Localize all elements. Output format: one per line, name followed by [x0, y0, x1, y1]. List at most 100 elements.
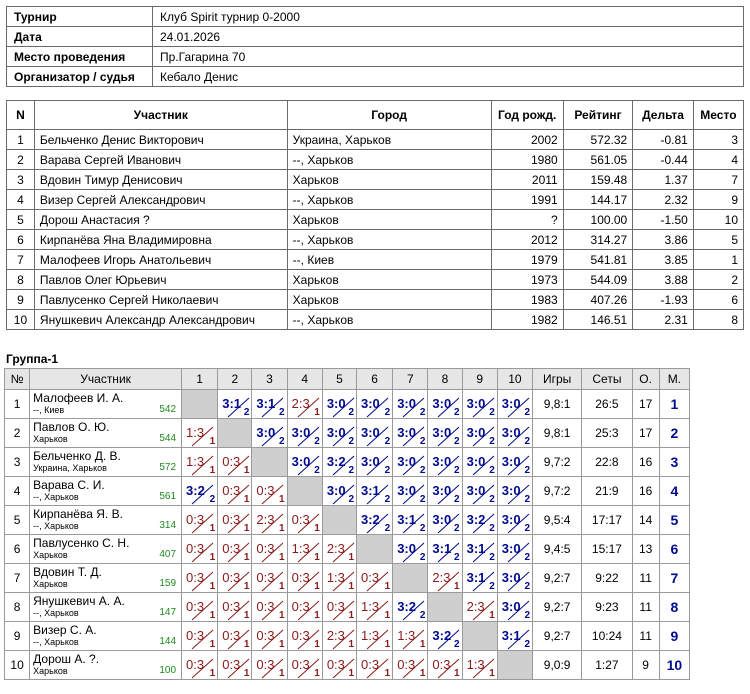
result-slash — [297, 513, 319, 534]
result-slash — [262, 513, 284, 534]
cross-result: 3:0 2 — [427, 389, 463, 419]
participant-cell: 3.88 — [632, 269, 694, 290]
result-slash — [297, 542, 319, 563]
result-slash-line — [297, 542, 319, 563]
cross-header: 10 — [496, 368, 534, 390]
cross-result: 0:3 1 — [217, 563, 253, 593]
result-points: 1 — [348, 668, 354, 679]
participant-cell: 1 — [692, 249, 745, 270]
participant-cell: 4 — [692, 149, 745, 170]
result-slash — [402, 484, 425, 505]
result-slash — [402, 629, 425, 650]
result-slash-line — [262, 426, 284, 447]
result-slash-line — [472, 455, 494, 476]
result-points: 1 — [243, 465, 250, 476]
cross-result: 3:1 2 — [392, 505, 429, 535]
result-points: 2 — [489, 552, 495, 563]
participant-cell: --, Харьков — [286, 229, 492, 250]
result-points: 1 — [279, 494, 285, 505]
result-slash — [472, 658, 494, 679]
cross-result: 3:0 2 — [286, 447, 323, 477]
result-score: 0:3 — [186, 628, 205, 643]
participant-cell: 1980 — [490, 149, 564, 170]
cross-result: 3:0 2 — [427, 447, 463, 477]
result-points: 1 — [348, 552, 354, 563]
participant-cell: 8 — [6, 269, 35, 290]
result-points: 2 — [454, 552, 460, 563]
cross-result: 2:3 1 — [321, 534, 358, 564]
result-slash — [227, 513, 250, 534]
result-slash-line — [402, 455, 425, 476]
cross-result: 1:3 1 — [355, 621, 394, 651]
participant-cell: 8 — [692, 309, 745, 330]
result-slash — [438, 397, 460, 418]
cross-player-name: Янушкевич А. А. — [33, 594, 125, 608]
result-points: 2 — [524, 552, 530, 563]
cross-place: 3 — [658, 447, 691, 477]
participant-cell: 5 — [6, 209, 35, 230]
participant-cell: 572.32 — [562, 129, 634, 150]
result-slash — [366, 455, 389, 476]
cross-result: 0:3 1 — [181, 563, 219, 593]
cross-result: 3:2 2 — [427, 621, 463, 651]
result-slash-line — [297, 629, 319, 650]
cross-player-city: Украина, Харьков — [33, 463, 107, 473]
participant-cell: 3.85 — [632, 249, 694, 270]
participant-cell: 4 — [6, 189, 35, 210]
cross-result: 0:3 1 — [217, 650, 253, 680]
result-slash — [507, 600, 530, 621]
result-slash — [366, 571, 389, 592]
participant-cell: 10 — [692, 209, 745, 230]
cross-player-rating: 147 — [159, 607, 177, 618]
result-score: 1:3 — [186, 454, 205, 469]
cross-result: 1:3 1 — [181, 418, 219, 448]
result-slash — [507, 397, 530, 418]
result-points: 1 — [384, 668, 391, 679]
result-slash-line — [297, 600, 319, 621]
result-score: 3:0 — [361, 425, 380, 440]
cross-player-city: --, Харьков — [33, 521, 79, 531]
cross-result: 3:0 2 — [392, 418, 429, 448]
result-score: 3:0 — [466, 454, 486, 469]
cross-result: 3:0 2 — [392, 476, 429, 506]
result-slash — [191, 455, 214, 476]
cross-player-name: Варава С. И. — [33, 478, 105, 492]
participant-cell: -0.44 — [632, 149, 694, 170]
cross-diagonal — [392, 563, 429, 593]
cross-sets: 22:8 — [581, 447, 633, 477]
result-slash-line — [472, 397, 494, 418]
cross-header: 8 — [427, 368, 463, 390]
result-slash — [438, 484, 460, 505]
result-slash — [332, 629, 355, 650]
cross-row: 7 Вдовин Т. Д. Харьков 159 0:3 1 0:3 1 0:3 1 0:3 1 1… — [3, 563, 691, 593]
result-points: 2 — [524, 407, 530, 418]
info-key: Место проведения — [6, 46, 153, 67]
cross-row-number: 3 — [3, 447, 31, 477]
cross-result: 1:3 1 — [286, 534, 323, 564]
cross-points: 11 — [631, 621, 660, 651]
group-title: Группа-1 — [6, 352, 59, 366]
participant-cell: Харьков — [286, 169, 492, 190]
participant-cell: 3.86 — [632, 229, 694, 250]
result-score: 3:0 — [501, 541, 521, 556]
participants-header: Год рожд. — [490, 100, 564, 130]
participant-cell: 10 — [6, 309, 35, 330]
result-points: 1 — [243, 523, 250, 534]
result-score: 3:0 — [361, 396, 380, 411]
cross-place: 4 — [658, 476, 691, 506]
result-score: 0:3 — [256, 541, 275, 556]
participant-cell: 314.27 — [562, 229, 634, 250]
info-value: Кебало Денис — [152, 66, 744, 87]
cross-row: 1 Малофеев И. А. --, Киев 542 3:1 2 3:1 2 2:3 1 3:… — [3, 389, 691, 419]
cross-games: 9,2:7 — [531, 621, 583, 651]
result-score: 3:0 — [466, 396, 486, 411]
result-slash — [262, 397, 284, 418]
result-slash — [438, 513, 460, 534]
participant-cell: Янушкевич Александр Александрович — [33, 309, 288, 330]
result-slash — [297, 658, 319, 679]
result-score: 0:3 — [222, 541, 241, 556]
result-slash — [297, 571, 319, 592]
cross-result: 0:3 1 — [217, 505, 253, 535]
tournament-info-table: Турнир Клуб Spirit турнир 0-2000 Дата 24.01… — [6, 6, 744, 87]
cross-result: 0:3 1 — [251, 650, 288, 680]
